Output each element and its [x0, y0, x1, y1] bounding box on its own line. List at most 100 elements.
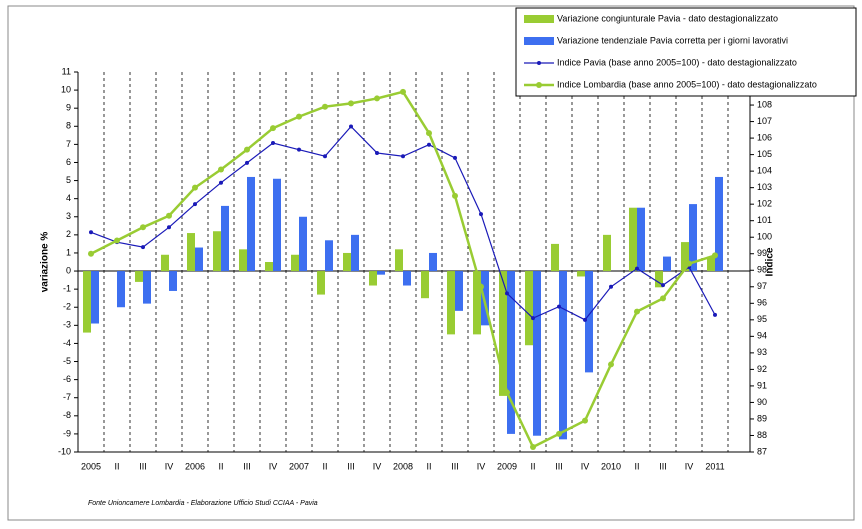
x-tick-label: 2008	[393, 461, 413, 471]
point	[635, 266, 639, 271]
point	[504, 389, 510, 396]
bar	[715, 176, 723, 272]
point	[660, 295, 666, 302]
y-tick-label: -3	[63, 320, 71, 330]
y2-tick-label: 107	[757, 116, 772, 126]
point	[582, 417, 588, 424]
x-tick-label: IV	[581, 461, 590, 471]
y2-tick-label: 95	[757, 314, 767, 324]
bar	[299, 216, 307, 272]
bar	[247, 176, 255, 272]
legend-swatch	[524, 15, 554, 23]
legend-swatch	[537, 61, 541, 65]
point	[661, 283, 665, 288]
point	[114, 237, 120, 244]
point	[608, 361, 614, 368]
x-tick-label: III	[451, 461, 459, 471]
bar	[525, 271, 533, 346]
point	[244, 146, 250, 153]
y2-tick-label: 87	[757, 446, 767, 456]
point	[297, 147, 301, 152]
y2-tick-label: 99	[757, 248, 767, 258]
bar	[395, 249, 403, 272]
x-tick-label: 2007	[289, 461, 309, 471]
y-tick-label: 8	[66, 121, 71, 131]
point	[167, 225, 171, 230]
point	[531, 316, 535, 321]
x-tick-label: IV	[269, 461, 278, 471]
bar	[455, 271, 463, 311]
y2-tick-label: 104	[757, 166, 772, 176]
y2-tick-label: 100	[757, 232, 772, 242]
point	[296, 113, 302, 120]
point	[712, 252, 718, 259]
y-tick-label: 10	[61, 84, 71, 94]
y2-tick-label: 91	[757, 380, 767, 390]
point	[427, 142, 431, 147]
bar	[143, 271, 151, 304]
point	[375, 150, 379, 155]
point	[88, 250, 94, 257]
y2-tick-label: 97	[757, 281, 767, 291]
x-tick-label: 2006	[185, 461, 205, 471]
point	[556, 430, 562, 437]
y2-tick-label: 105	[757, 149, 772, 159]
bar	[473, 271, 481, 335]
y2-tick-label: 93	[757, 347, 767, 357]
x-tick-label: IV	[373, 461, 382, 471]
bar	[559, 271, 567, 440]
x-tick-label: IV	[165, 461, 174, 471]
y-tick-label: 6	[66, 157, 71, 167]
x-tick-label: III	[347, 461, 355, 471]
x-tick-label: II	[218, 461, 223, 471]
x-tick-label: 2010	[601, 461, 621, 471]
legend-label: Variazione tendenziale Pavia corretta pe…	[557, 35, 788, 45]
y-tick-label: 11	[62, 66, 71, 76]
y-tick-label: -1	[63, 284, 71, 294]
bar	[117, 271, 125, 308]
bar	[655, 271, 663, 288]
y2-tick-label: 94	[757, 331, 767, 341]
x-tick-label: II	[530, 461, 535, 471]
legend-label: Variazione congiunturale Pavia - dato de…	[557, 13, 778, 23]
point	[634, 308, 640, 315]
point	[686, 260, 692, 267]
point	[530, 444, 536, 451]
bar	[377, 271, 385, 275]
point	[348, 100, 354, 107]
bar	[637, 207, 645, 272]
x-tick-label: 2005	[81, 461, 101, 471]
point	[323, 154, 327, 159]
point	[400, 88, 406, 95]
point	[322, 103, 328, 110]
y2-axis-title: Indice	[765, 247, 776, 276]
bar	[629, 207, 637, 272]
x-tick-label: II	[114, 461, 119, 471]
bar	[213, 231, 221, 272]
bar	[161, 254, 169, 272]
y-tick-label: -6	[63, 374, 71, 384]
x-tick-label: II	[634, 461, 639, 471]
bar	[187, 233, 195, 272]
y-tick-label: -9	[63, 428, 71, 438]
bar	[91, 271, 99, 324]
point	[452, 192, 458, 199]
bar	[429, 252, 437, 272]
bar	[83, 271, 91, 333]
bar	[135, 271, 143, 282]
bar	[325, 240, 333, 272]
bar	[447, 271, 455, 335]
point	[557, 304, 561, 309]
point	[426, 130, 432, 137]
bar	[221, 205, 229, 272]
y-tick-label: -7	[63, 392, 71, 402]
bar	[499, 271, 507, 396]
y2-tick-label: 89	[757, 413, 767, 423]
y2-tick-label: 103	[757, 182, 772, 192]
bar	[663, 256, 671, 272]
y-axis-title: variazione %	[40, 232, 51, 293]
bar	[195, 247, 203, 272]
x-tick-label: IV	[685, 461, 694, 471]
point	[479, 212, 483, 217]
